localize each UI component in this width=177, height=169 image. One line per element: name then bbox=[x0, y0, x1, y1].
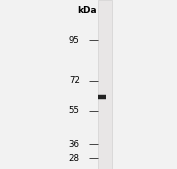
Text: 72: 72 bbox=[69, 77, 80, 86]
Text: 55: 55 bbox=[69, 106, 80, 115]
Text: kDa: kDa bbox=[77, 6, 96, 15]
Text: 95: 95 bbox=[69, 36, 80, 45]
Bar bbox=[98, 0, 112, 169]
Text: 28: 28 bbox=[69, 154, 80, 163]
Text: 36: 36 bbox=[69, 140, 80, 149]
